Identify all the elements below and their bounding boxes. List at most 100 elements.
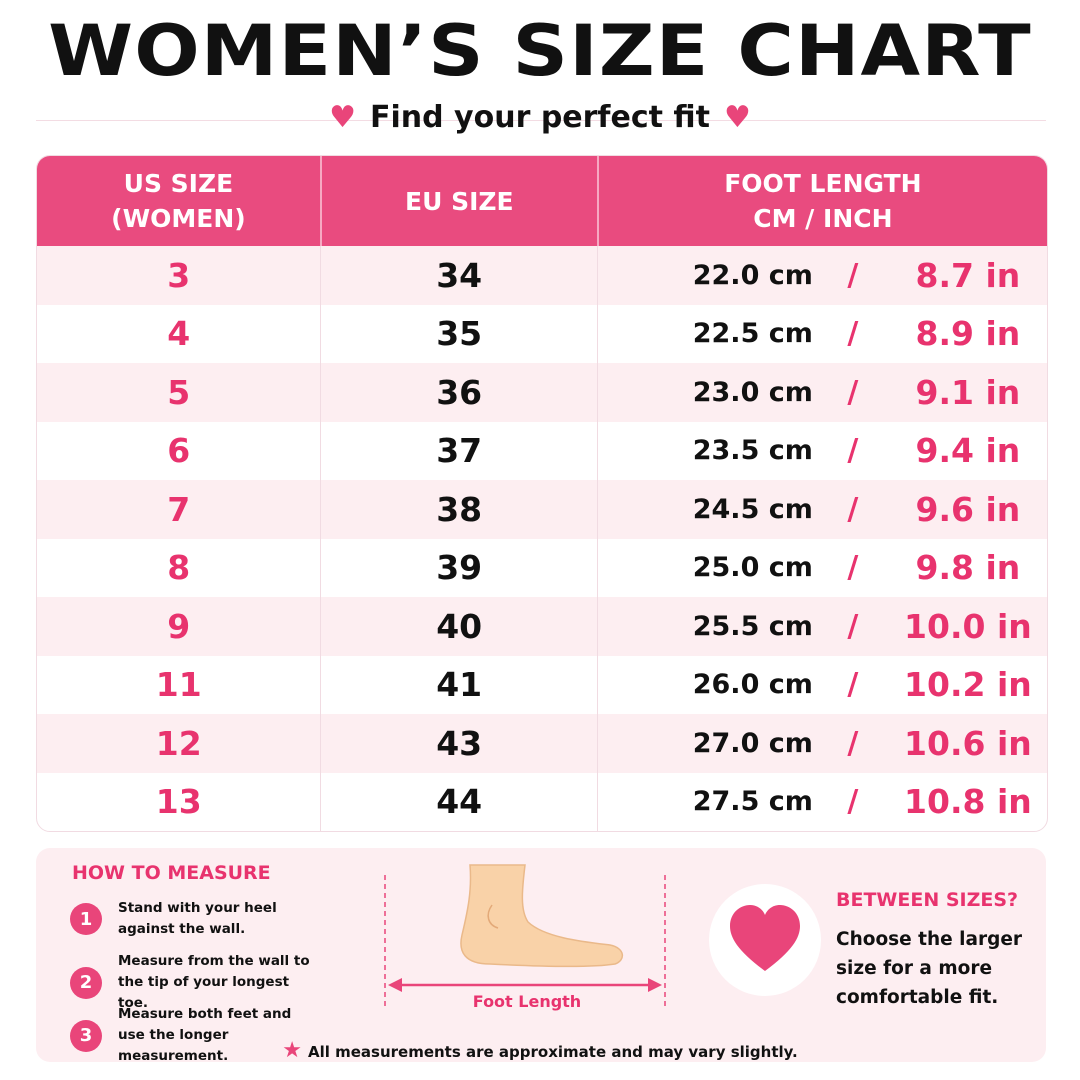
eu-size: 43 xyxy=(321,714,598,773)
table-row: 13 44 27.5 cm / 10.8 in xyxy=(37,772,1047,832)
separator: / xyxy=(847,316,859,352)
header-cell: EU SIZE xyxy=(322,156,599,246)
header-text: US SIZE xyxy=(123,169,234,198)
table-row: 9 40 25.5 cm / 10.0 in xyxy=(37,597,1047,656)
step-text: Measure both feet and use the longer mea… xyxy=(118,1006,292,1064)
step-text: Measure from the wall to the tip of your… xyxy=(118,953,310,1011)
size-table: US SIZE (WOMEN) EU SIZE FOOT LENGTH CM / INC… xyxy=(36,155,1048,832)
header-text: EU SIZE xyxy=(405,186,514,216)
us-size: 6 xyxy=(37,421,322,480)
us-size: 7 xyxy=(37,480,322,539)
us-size: 13 xyxy=(37,772,322,831)
separator: / xyxy=(847,374,859,410)
foot-length: 27.5 cm / 10.8 in xyxy=(598,773,1047,832)
step-number: 3 xyxy=(70,1019,102,1052)
between-title: BETWEEN SIZES? xyxy=(836,889,1019,911)
length-cm: 24.5 cm xyxy=(692,493,813,525)
header-text: (WOMEN) xyxy=(111,204,246,233)
length-cm: 26.0 cm xyxy=(692,669,813,701)
length-cm: 22.5 cm xyxy=(692,318,813,350)
separator: / xyxy=(847,608,859,644)
foot-length: 22.0 cm / 8.7 in xyxy=(598,246,1047,305)
length-in: 9.8 in xyxy=(915,548,1021,588)
table-row: 7 38 24.5 cm / 9.6 in xyxy=(37,480,1047,539)
length-in: 8.7 in xyxy=(915,255,1021,295)
separator: / xyxy=(847,433,859,469)
title: WOMEN’S SIZE CHART xyxy=(48,10,1032,92)
subtitle-line: ♥ Find your perfect fit ♥ xyxy=(329,100,751,135)
between-text: Choose the larger size for a more comfor… xyxy=(836,929,1023,1008)
length-in: 9.4 in xyxy=(915,431,1021,471)
table-row: 5 36 23.0 cm / 9.1 in xyxy=(37,363,1047,422)
header-cell: US SIZE (WOMEN) xyxy=(37,156,322,246)
eu-size: 34 xyxy=(321,246,598,305)
eu-size: 41 xyxy=(321,655,598,714)
foot-length: 23.0 cm / 9.1 in xyxy=(598,363,1047,422)
step: 1 Stand with your heel against the wall. xyxy=(70,898,310,940)
separator: / xyxy=(847,667,859,703)
how-to-title: HOW TO MEASURE xyxy=(72,862,271,884)
length-in: 10.0 in xyxy=(904,606,1032,646)
foot-diagram: Foot Length xyxy=(384,864,666,1011)
length-cm: 25.0 cm xyxy=(692,552,813,584)
foot-length: 26.0 cm / 10.2 in xyxy=(598,656,1047,715)
header-text: FOOT LENGTH xyxy=(724,169,922,198)
us-size: 5 xyxy=(37,363,322,422)
us-size: 3 xyxy=(37,246,322,305)
separator: / xyxy=(847,491,859,527)
us-size: 4 xyxy=(37,304,322,363)
table-row: 12 43 27.0 cm / 10.6 in xyxy=(37,714,1047,773)
step: 3 Measure both feet and use the longer me… xyxy=(70,1004,310,1067)
length-in: 10.6 in xyxy=(904,723,1032,763)
foot-length: 25.5 cm / 10.0 in xyxy=(598,597,1047,656)
header-cell: FOOT LENGTH CM / INCH xyxy=(599,156,1047,246)
heart-badge xyxy=(709,884,821,996)
table-header: US SIZE (WOMEN) EU SIZE FOOT LENGTH CM / INC… xyxy=(37,156,1047,246)
length-in: 10.2 in xyxy=(904,665,1032,705)
table-row: 8 39 25.0 cm / 9.8 in xyxy=(37,538,1047,598)
length-cm: 23.0 cm xyxy=(692,376,813,408)
length-cm: 25.5 cm xyxy=(692,610,813,642)
footnote: All measurements are approximate and may… xyxy=(307,1043,798,1061)
separator: / xyxy=(847,725,859,761)
table-row: 11 41 26.0 cm / 10.2 in xyxy=(37,655,1047,715)
diagram-label: Foot Length xyxy=(473,992,581,1011)
eu-size: 38 xyxy=(321,480,598,539)
foot-length: 22.5 cm / 8.9 in xyxy=(598,305,1047,364)
length-cm: 23.5 cm xyxy=(692,435,813,467)
length-in: 8.9 in xyxy=(915,314,1021,354)
length-cm: 27.5 cm xyxy=(692,786,813,818)
footnote-line: ★ All measurements are approximate and ma… xyxy=(282,1038,798,1063)
step: 2 Measure from the wall to the tip of you… xyxy=(70,951,310,1014)
separator: / xyxy=(847,257,859,293)
subtitle: Find your perfect fit xyxy=(370,100,710,135)
separator: / xyxy=(847,550,859,586)
us-size: 9 xyxy=(37,597,322,656)
eu-size: 36 xyxy=(321,363,598,422)
length-in: 9.1 in xyxy=(915,372,1021,412)
length-cm: 27.0 cm xyxy=(692,727,813,759)
step-text: Stand with your heel against the wall. xyxy=(118,900,277,937)
length-in: 9.6 in xyxy=(915,489,1021,529)
foot-length: 24.5 cm / 9.6 in xyxy=(598,480,1047,539)
divider xyxy=(36,120,1046,121)
us-size: 12 xyxy=(37,714,322,773)
foot-length: 23.5 cm / 9.4 in xyxy=(598,422,1047,481)
foot-length: 27.0 cm / 10.6 in xyxy=(598,714,1047,773)
step-number: 1 xyxy=(70,903,102,935)
separator: / xyxy=(847,784,859,820)
eu-size: 35 xyxy=(321,304,598,363)
eu-size: 37 xyxy=(321,421,598,480)
eu-size: 44 xyxy=(321,772,598,831)
table-row: 6 37 23.5 cm / 9.4 in xyxy=(37,421,1047,481)
header-text: CM / INCH xyxy=(753,204,893,233)
step-number: 2 xyxy=(70,966,102,999)
eu-size: 39 xyxy=(321,538,598,597)
table-body: 3 34 22.0 cm/8.7 in 4 35 22.5 cm/8.9 in 5 36 23.… xyxy=(37,246,1047,831)
length-in: 10.8 in xyxy=(904,782,1032,822)
us-size: 11 xyxy=(37,655,322,714)
table-row: 4 35 22.5 cm / 8.9 in xyxy=(37,304,1047,364)
foot-length: 25.0 cm / 9.8 in xyxy=(598,539,1047,598)
table-row: 3 34 22.0 cm / 8.7 in xyxy=(37,246,1047,305)
